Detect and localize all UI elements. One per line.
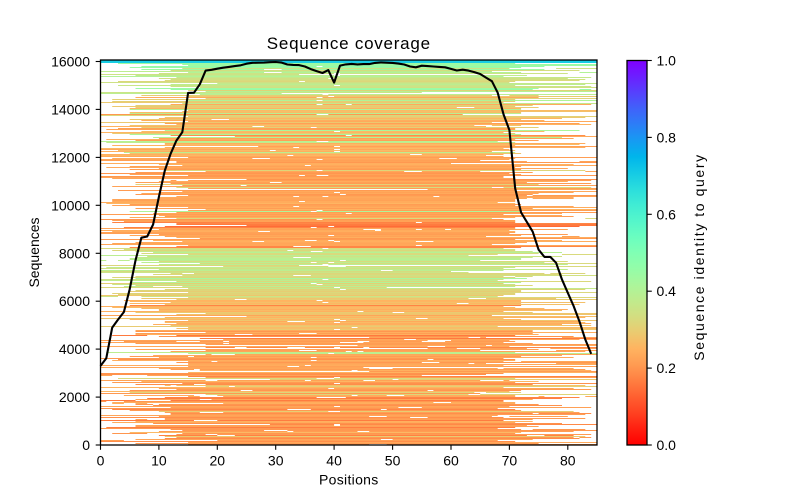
svg-text:60: 60: [443, 453, 459, 469]
svg-text:0.6: 0.6: [657, 206, 677, 222]
svg-text:0.4: 0.4: [657, 283, 677, 299]
svg-text:12000: 12000: [51, 149, 90, 165]
svg-text:50: 50: [385, 453, 401, 469]
svg-text:8000: 8000: [59, 245, 90, 261]
svg-text:20: 20: [210, 453, 226, 469]
svg-text:Sequences: Sequences: [26, 217, 42, 287]
svg-text:80: 80: [560, 453, 576, 469]
svg-text:Positions: Positions: [319, 472, 379, 488]
svg-text:0.2: 0.2: [657, 360, 677, 376]
svg-text:10: 10: [151, 453, 167, 469]
svg-text:14000: 14000: [51, 101, 90, 117]
svg-text:16000: 16000: [51, 54, 90, 70]
svg-text:0.8: 0.8: [657, 129, 677, 145]
svg-text:2000: 2000: [59, 389, 90, 405]
svg-text:0: 0: [82, 437, 90, 453]
svg-text:0.0: 0.0: [657, 437, 677, 453]
svg-text:Sequence identity to query: Sequence identity to query: [691, 153, 707, 360]
svg-text:1.0: 1.0: [657, 53, 677, 69]
svg-text:70: 70: [502, 453, 518, 469]
svg-text:4000: 4000: [59, 341, 90, 357]
svg-text:0: 0: [97, 453, 105, 469]
svg-text:Sequence coverage: Sequence coverage: [267, 34, 431, 53]
svg-text:6000: 6000: [59, 293, 90, 309]
svg-text:40: 40: [326, 453, 342, 469]
svg-text:10000: 10000: [51, 197, 90, 213]
svg-text:30: 30: [268, 453, 284, 469]
